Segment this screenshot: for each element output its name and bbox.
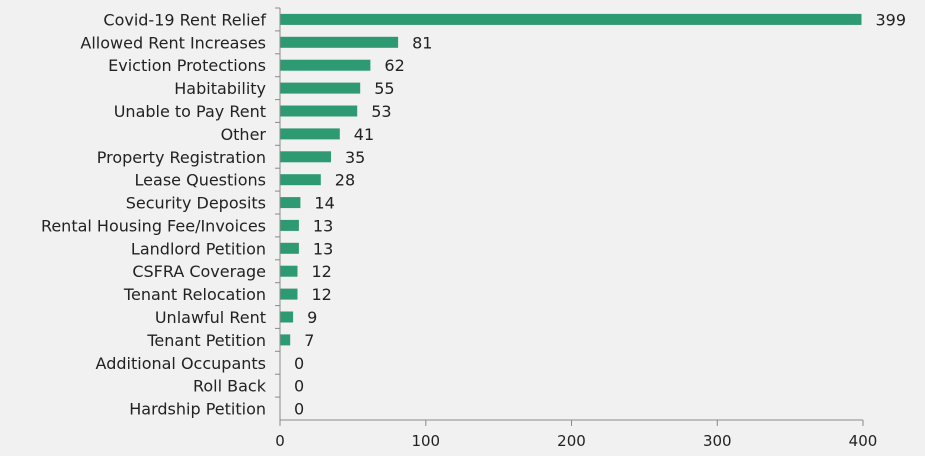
data-label: 12	[312, 285, 332, 304]
bar	[280, 288, 298, 300]
data-label: 12	[312, 262, 332, 281]
data-label: 28	[335, 171, 355, 190]
bar	[280, 36, 399, 48]
data-label: 399	[876, 10, 907, 29]
data-label: 0	[294, 400, 304, 419]
axes-group	[275, 7, 864, 426]
category-label: Unlawful Rent	[155, 308, 266, 327]
category-label: Allowed Rent Increases	[80, 33, 266, 52]
bar	[280, 242, 299, 254]
x-tick-label: 400	[849, 432, 878, 450]
bar	[280, 128, 340, 140]
category-label: Lease Questions	[135, 171, 266, 190]
bar	[280, 82, 361, 94]
data-label: 41	[354, 125, 374, 144]
category-label: Habitability	[174, 79, 266, 98]
data-label: 53	[371, 102, 391, 121]
category-labels: Covid-19 Rent Relief Allowed Rent Increas…	[41, 10, 267, 418]
bars-group	[280, 13, 862, 346]
x-tick-label: 0	[275, 432, 285, 450]
category-label: Additional Occupants	[96, 354, 266, 373]
tick-labels: 0 100 200 300 400	[275, 432, 877, 450]
data-label: 13	[313, 239, 333, 258]
data-label: 7	[304, 331, 314, 350]
bar	[280, 13, 862, 25]
bar	[280, 105, 358, 117]
bar	[280, 311, 294, 323]
bar	[280, 174, 321, 186]
category-label: Property Registration	[97, 148, 266, 167]
bar	[280, 219, 299, 231]
x-tick-label: 300	[703, 432, 732, 450]
x-tick-label: 200	[557, 432, 586, 450]
data-label: 9	[307, 308, 317, 327]
data-label: 13	[313, 216, 333, 235]
category-label: Unable to Pay Rent	[114, 102, 266, 121]
bar	[280, 151, 331, 163]
data-label: 62	[384, 56, 404, 75]
x-tick-label: 100	[411, 432, 440, 450]
data-label: 0	[294, 354, 304, 373]
category-label: Eviction Protections	[108, 56, 266, 75]
data-label: 0	[294, 377, 304, 396]
category-label: Hardship Petition	[129, 400, 266, 419]
bar	[280, 59, 371, 71]
category-label: Tenant Relocation	[123, 285, 266, 304]
data-label: 14	[314, 194, 334, 213]
category-label: Roll Back	[193, 377, 267, 396]
bar	[280, 265, 298, 277]
bar	[280, 197, 301, 209]
data-label: 35	[345, 148, 365, 167]
bar	[280, 334, 291, 346]
data-label: 81	[412, 33, 432, 52]
category-label: Landlord Petition	[131, 239, 266, 258]
category-label: Other	[221, 125, 267, 144]
data-label: 55	[374, 79, 394, 98]
category-label: Tenant Petition	[146, 331, 266, 350]
category-label: Covid-19 Rent Relief	[103, 10, 266, 29]
category-label: CSFRA Coverage	[132, 262, 266, 281]
category-label: Security Deposits	[126, 194, 266, 213]
category-label: Rental Housing Fee/Invoices	[41, 216, 266, 235]
